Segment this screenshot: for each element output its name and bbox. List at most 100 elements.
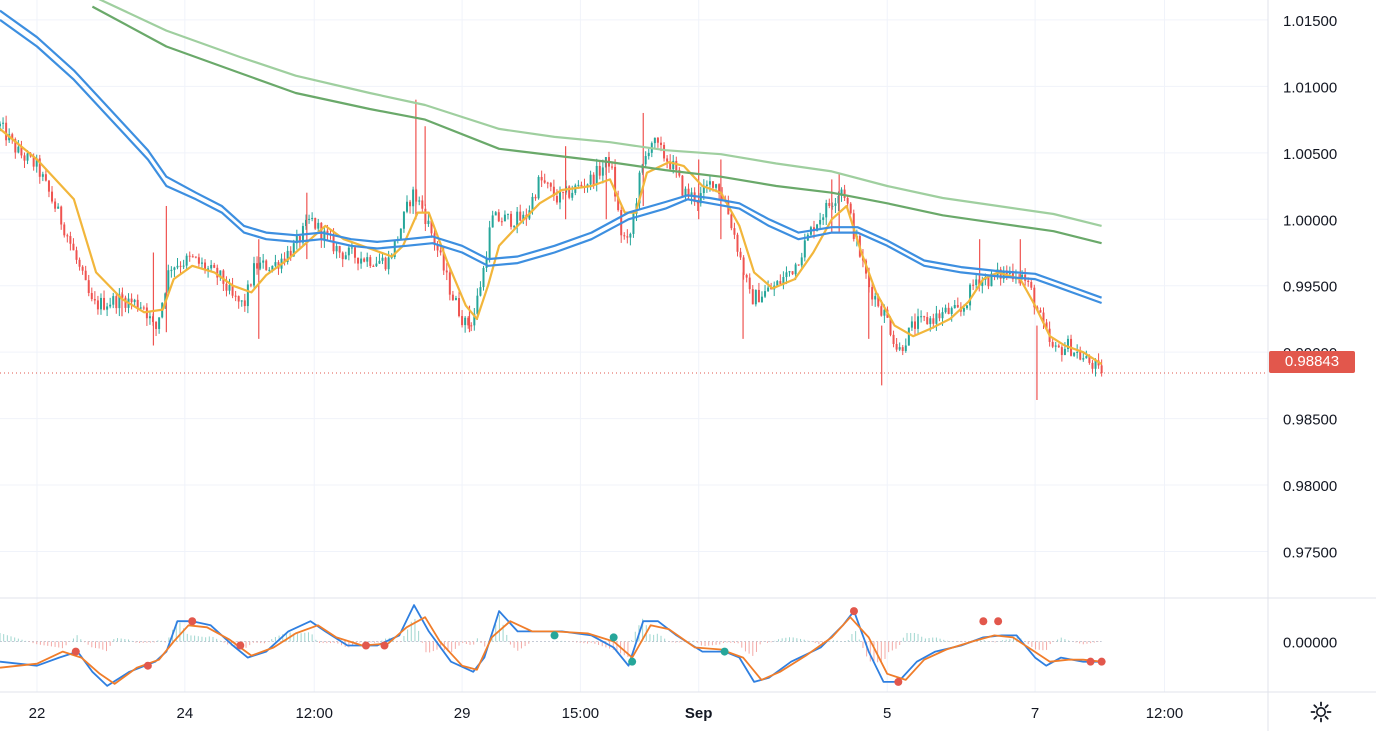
price-tick-label: 1.01000 (1283, 79, 1337, 96)
candle-body (418, 200, 421, 202)
candle-body (271, 265, 274, 270)
candle-body (819, 219, 822, 225)
candle-body (194, 256, 197, 258)
candle-body (350, 247, 353, 249)
candle-body (485, 258, 488, 268)
candle-body (580, 184, 583, 187)
candle-body (458, 298, 461, 317)
candle-body (702, 185, 705, 194)
candle-body (421, 200, 424, 209)
candle-body (436, 244, 439, 251)
candle-body (305, 219, 308, 227)
time-tick-label: 22 (29, 705, 46, 722)
candlestick-series (0, 99, 1103, 400)
candle-body (265, 260, 268, 271)
candle-body (990, 273, 993, 287)
candle-body (433, 233, 436, 245)
candle-body (546, 182, 549, 184)
candle-body (491, 215, 494, 228)
candle-body (424, 208, 427, 225)
candle-body (500, 221, 503, 223)
candle-body (923, 316, 926, 318)
price-tick-label: 0.97500 (1283, 544, 1337, 561)
price-tick-label: 0.99500 (1283, 279, 1337, 296)
candle-body (760, 296, 763, 303)
cross-marker (628, 657, 637, 666)
candle-body (93, 299, 96, 301)
candle-body (246, 284, 249, 307)
candle-body (256, 263, 259, 269)
candle-body (987, 276, 990, 287)
candle-body (243, 300, 246, 307)
candle-body (712, 181, 715, 188)
moving-average-line (0, 128, 1103, 366)
candle-body (231, 285, 234, 296)
candle-body (14, 139, 17, 153)
candle-body (176, 265, 179, 268)
cross-marker (1097, 657, 1106, 666)
candle-body (757, 289, 760, 303)
cross-marker (361, 641, 370, 650)
candle-body (222, 270, 225, 284)
candle-body (439, 250, 442, 253)
candle-body (479, 287, 482, 296)
candle-body (213, 265, 216, 268)
candle-body (139, 307, 142, 309)
candle-body (412, 189, 415, 207)
candle-body (384, 257, 387, 270)
candle-body (641, 164, 644, 173)
candle-body (47, 180, 50, 192)
candle-body (409, 201, 412, 207)
candle-body (589, 174, 592, 185)
candle-body (1039, 310, 1042, 313)
candle-body (262, 260, 265, 263)
candle-body (1033, 287, 1036, 308)
candle-body (883, 309, 886, 316)
price-tick-label: 0.98500 (1283, 412, 1337, 429)
candle-body (81, 266, 84, 271)
candle-body (598, 165, 601, 176)
candle-body (681, 175, 684, 196)
candle-body (614, 166, 617, 197)
candle-body (822, 217, 825, 220)
oscillator-line (0, 616, 1102, 685)
candle-body (335, 246, 338, 252)
candle-body (675, 160, 678, 171)
candle-body (1091, 362, 1094, 369)
candle-body (690, 192, 693, 197)
candle-body (69, 236, 72, 244)
candle-body (506, 213, 509, 215)
candle-body (326, 230, 329, 235)
candle-body (158, 317, 161, 329)
candle-body (944, 307, 947, 313)
candle-body (295, 236, 298, 244)
candle-body (739, 251, 742, 258)
candle-body (225, 283, 228, 291)
candle-body (347, 247, 350, 256)
candle-body (926, 317, 929, 325)
candle-body (357, 257, 360, 264)
candle-body (372, 265, 375, 267)
candle-body (687, 188, 690, 197)
cross-marker (609, 633, 618, 642)
moving-average-line (91, 5, 1102, 245)
candle-body (1085, 356, 1088, 359)
candle-body (767, 287, 770, 292)
candle-body (1076, 351, 1079, 353)
gear-icon[interactable] (1309, 700, 1333, 724)
cross-marker (1086, 657, 1095, 666)
time-tick-label: 7 (1031, 705, 1039, 722)
axis-labels: 1.015001.010001.005001.000000.995000.990… (29, 13, 1338, 722)
candle-body (497, 212, 500, 222)
price-tick-label: 1.00000 (1283, 212, 1337, 229)
candle-body (308, 218, 311, 220)
candle-body (519, 211, 522, 221)
candle-body (427, 220, 430, 225)
candle-body (715, 184, 718, 188)
oscillator-line (0, 604, 1102, 687)
candle-body (228, 285, 231, 291)
candle-body (387, 257, 390, 270)
candle-body (764, 291, 767, 297)
candle-body (874, 296, 877, 300)
